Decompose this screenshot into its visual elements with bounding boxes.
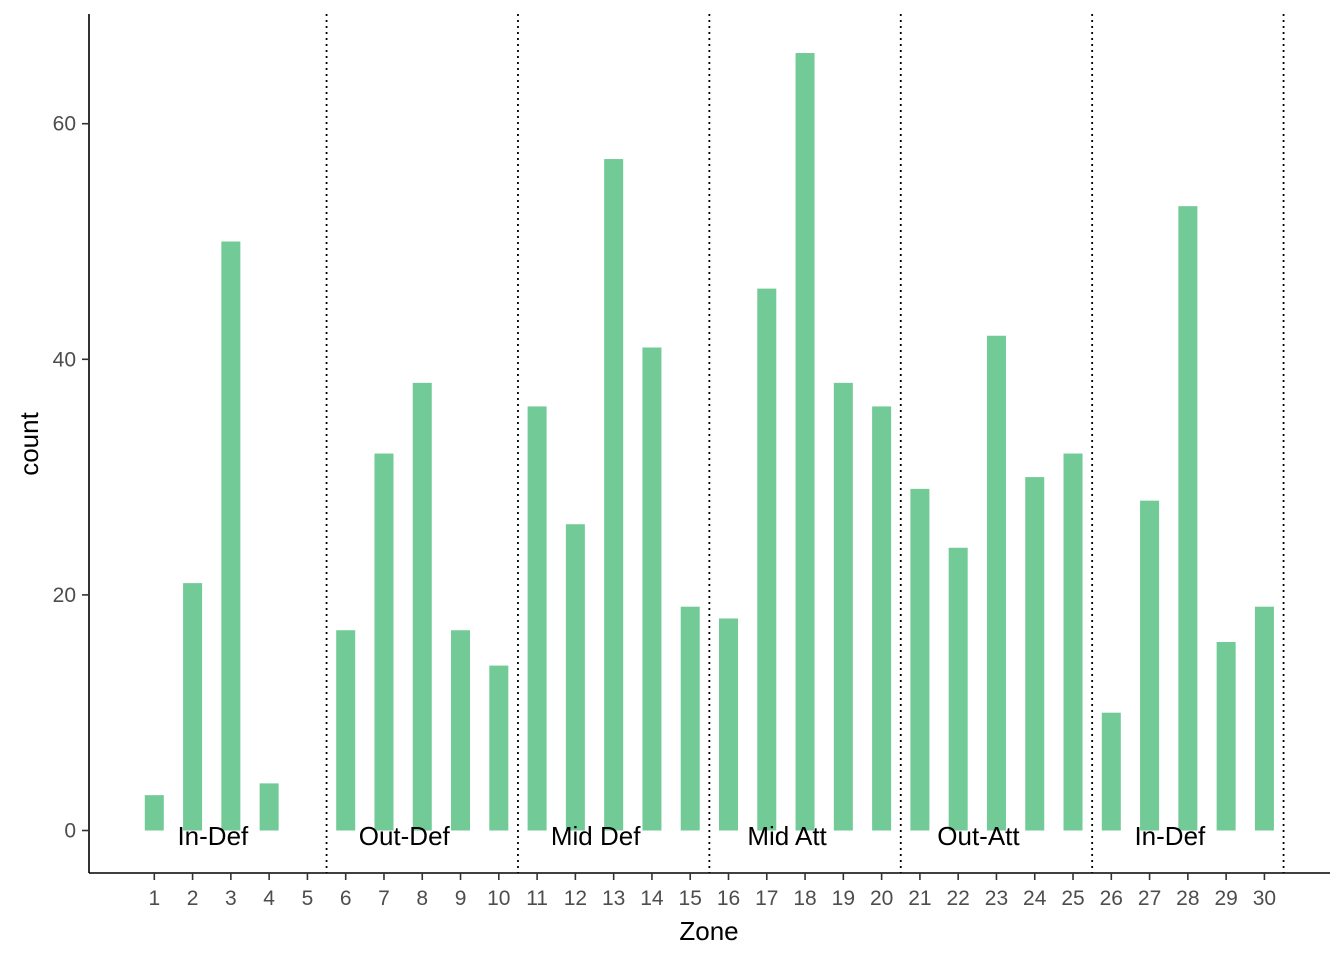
x-tick-label: 23 bbox=[985, 887, 1008, 910]
bar-zone-12 bbox=[565, 524, 585, 831]
bar-zone-24 bbox=[1025, 477, 1045, 831]
bar-zone-3 bbox=[221, 241, 241, 831]
x-tick-label: 22 bbox=[947, 887, 970, 910]
bar-zone-18 bbox=[795, 53, 815, 831]
bar-zone-9 bbox=[451, 630, 471, 831]
x-tick-label: 29 bbox=[1214, 887, 1237, 910]
zone-label: Mid Att bbox=[747, 821, 827, 851]
x-tick-label: 4 bbox=[263, 887, 275, 910]
axes bbox=[88, 14, 1330, 874]
y-axis-ticks: 0 20 40 60 bbox=[53, 113, 89, 843]
zone-label: Mid Def bbox=[551, 821, 641, 851]
x-tick-label: 12 bbox=[564, 887, 587, 910]
y-tick-label: 20 bbox=[53, 584, 76, 607]
x-tick-label: 5 bbox=[302, 887, 314, 910]
x-tick-label: 21 bbox=[908, 887, 931, 910]
zone-label: In-Def bbox=[1134, 821, 1206, 851]
x-tick-label: 7 bbox=[378, 887, 390, 910]
x-tick-label: 28 bbox=[1176, 887, 1199, 910]
bar-zone-28 bbox=[1178, 206, 1198, 831]
bar-zone-17 bbox=[757, 288, 777, 831]
x-tick-label: 27 bbox=[1138, 887, 1161, 910]
bar-zone-4 bbox=[259, 783, 279, 831]
bar-zone-16 bbox=[719, 618, 738, 831]
x-tick-label: 26 bbox=[1100, 887, 1123, 910]
x-tick-label: 8 bbox=[416, 887, 428, 910]
x-axis-ticks: 1 2 3 4 5 6 7 8 9 10 11 12 13 14 15 16 17 18 19 20 21 22 23 24 2… bbox=[148, 873, 1276, 910]
bar-zone-6 bbox=[336, 630, 356, 831]
x-tick-label: 18 bbox=[793, 887, 816, 910]
bar-zone-13 bbox=[604, 159, 624, 831]
x-tick-label: 6 bbox=[340, 887, 352, 910]
bar-zone-22 bbox=[948, 547, 968, 831]
bar-zone-27 bbox=[1140, 500, 1160, 831]
x-tick-label: 13 bbox=[602, 887, 625, 910]
bar-zone-7 bbox=[374, 453, 394, 831]
y-axis-title: count bbox=[14, 411, 44, 475]
x-tick-label: 15 bbox=[679, 887, 702, 910]
bar-zone-30 bbox=[1254, 606, 1274, 831]
x-tick-label: 14 bbox=[640, 887, 664, 910]
x-tick-label: 9 bbox=[455, 887, 467, 910]
bar-zone-26 bbox=[1101, 712, 1121, 831]
zone-labels: In-Def Out-Def Mid Def Mid Att Out-Att In-Def bbox=[177, 821, 1206, 851]
bar-zone-23 bbox=[986, 335, 1006, 831]
bar-zone-25 bbox=[1063, 453, 1083, 831]
bars-layer bbox=[144, 53, 1274, 831]
x-tick-label: 17 bbox=[755, 887, 778, 910]
bar-zone-8 bbox=[412, 382, 432, 831]
bar-zone-11 bbox=[527, 406, 547, 831]
bar-zone-21 bbox=[910, 488, 930, 831]
x-axis-title: Zone bbox=[679, 916, 738, 946]
x-tick-label: 11 bbox=[526, 887, 548, 910]
zone-label: Out-Att bbox=[937, 821, 1020, 851]
bar-zone-15 bbox=[680, 606, 700, 831]
x-tick-label: 10 bbox=[487, 887, 510, 910]
y-tick-label: 40 bbox=[53, 348, 76, 371]
zone-label: In-Def bbox=[177, 821, 249, 851]
x-tick-label: 3 bbox=[225, 887, 237, 910]
bar-zone-10 bbox=[489, 665, 509, 831]
y-tick-label: 60 bbox=[53, 113, 76, 136]
x-tick-label: 25 bbox=[1061, 887, 1084, 910]
bar-zone-20 bbox=[872, 406, 892, 831]
x-tick-label: 1 bbox=[148, 887, 160, 910]
y-tick-label: 0 bbox=[64, 820, 76, 843]
x-tick-label: 24 bbox=[1023, 887, 1047, 910]
bar-zone-2 bbox=[183, 583, 203, 831]
x-tick-label: 19 bbox=[832, 887, 855, 910]
x-tick-label: 16 bbox=[717, 887, 740, 910]
x-tick-label: 30 bbox=[1253, 887, 1276, 910]
bar-zone-19 bbox=[833, 382, 853, 831]
bar-zone-29 bbox=[1216, 642, 1236, 831]
x-tick-label: 2 bbox=[187, 887, 199, 910]
x-tick-label: 20 bbox=[870, 887, 893, 910]
zone-label: Out-Def bbox=[359, 821, 451, 851]
bar-zone-14 bbox=[642, 347, 662, 831]
zone-separators bbox=[325, 14, 1285, 873]
bar-zone-1 bbox=[144, 795, 164, 831]
